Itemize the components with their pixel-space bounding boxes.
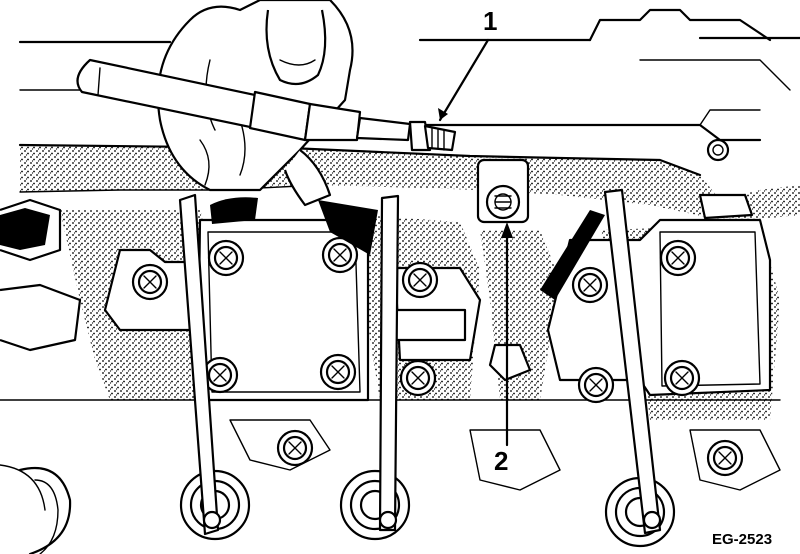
callout-leaders: [438, 38, 513, 447]
callout-1-label: 1: [483, 6, 497, 36]
middle-right-housing: [393, 261, 482, 397]
bottom-rings: [0, 464, 676, 554]
stud-icon: [706, 138, 730, 162]
callout-2-label: 2: [494, 446, 508, 476]
bolt-icon: [663, 359, 701, 397]
bolt-icon: [131, 263, 169, 301]
bolt-icon: [706, 439, 744, 477]
right-housing: [276, 193, 772, 477]
bolt-icon: [399, 359, 437, 397]
bolt-icon: [577, 366, 615, 404]
socket-wrench-icon: [76, 58, 457, 152]
stud-icon: [476, 158, 530, 224]
figure-code: EG-2523: [712, 531, 772, 548]
center-housing: [196, 197, 378, 402]
bolt-icon: [319, 353, 357, 391]
left-housing: [0, 198, 202, 352]
bolt-icon: [207, 239, 245, 277]
cylinder-head-outline: [18, 8, 800, 162]
rocker-arm-icon: [178, 188, 662, 536]
bolt-icon: [276, 429, 314, 467]
bolt-icon: [659, 239, 697, 277]
bolt-icon: [401, 261, 439, 299]
bolt-icon: [571, 266, 609, 304]
